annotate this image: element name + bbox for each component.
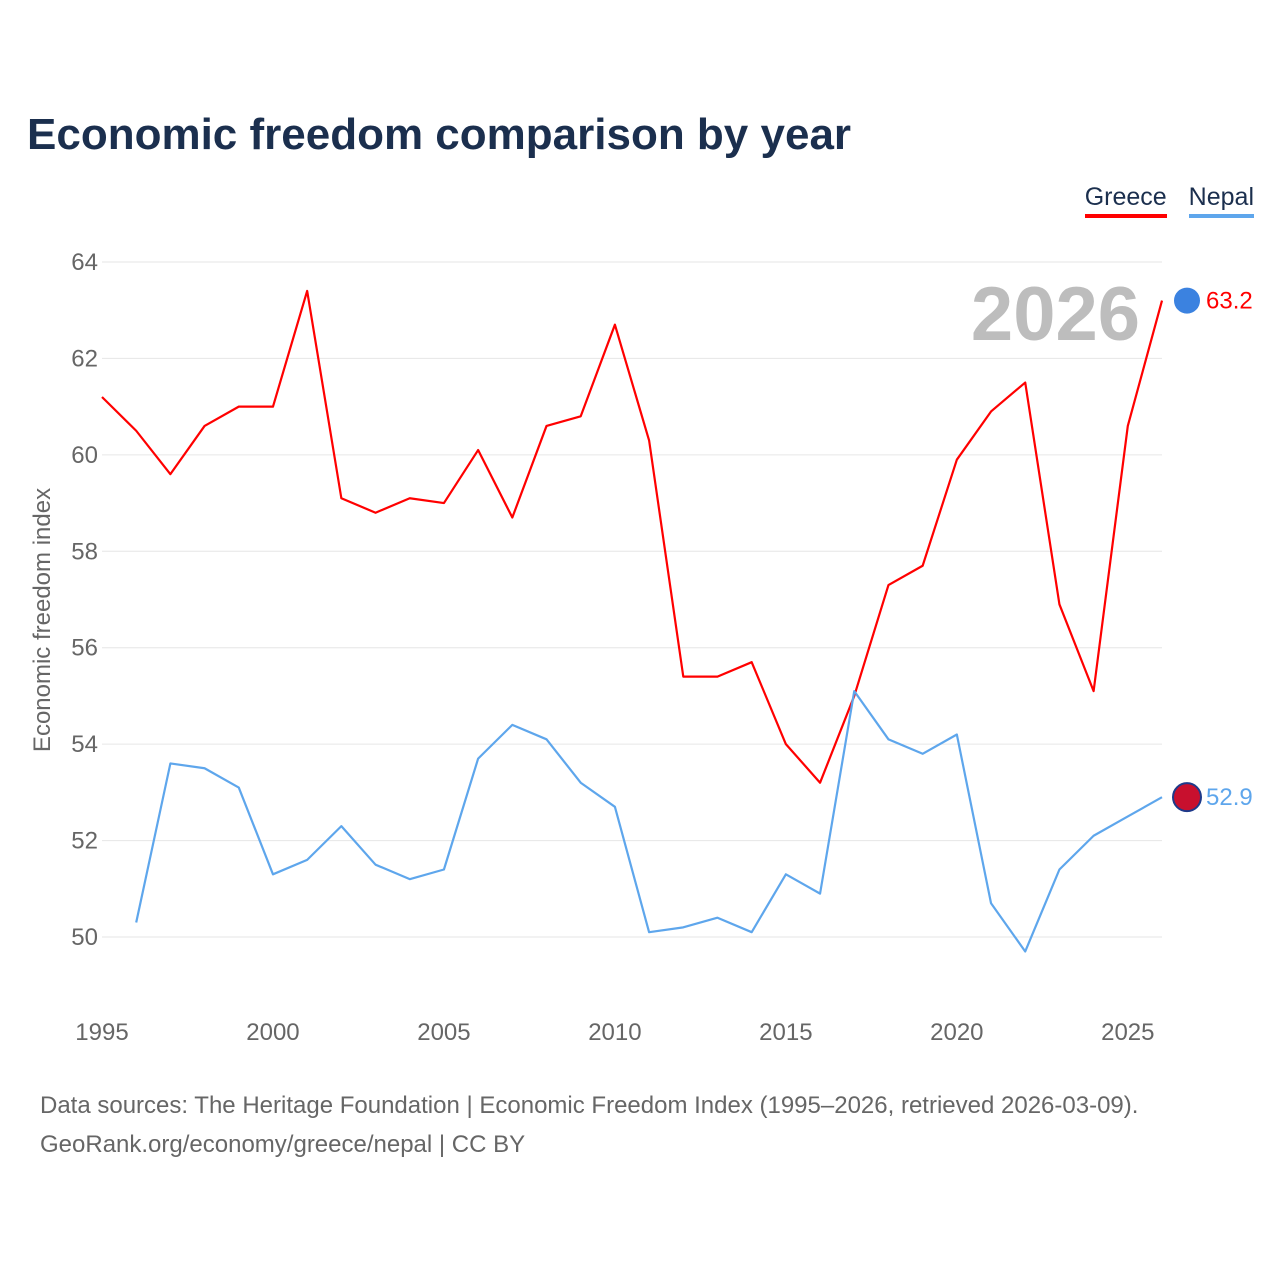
x-tick-label: 2025 xyxy=(1101,1019,1154,1046)
y-tick-label: 64 xyxy=(71,249,98,276)
source-line-2[interactable]: GeoRank.org/economy/greece/nepal | CC BY xyxy=(40,1131,526,1158)
series-line-nepal xyxy=(135,690,1163,953)
end-value-label: 63.2 xyxy=(1206,288,1253,315)
x-tick-label: 2020 xyxy=(930,1019,983,1046)
y-tick-label: 52 xyxy=(71,828,98,855)
legend-item-greece[interactable]: Greece xyxy=(1084,183,1167,218)
x-tick-label: 2010 xyxy=(588,1019,641,1046)
end-value-label: 52.9 xyxy=(1206,784,1253,811)
greece-flag-icon xyxy=(1172,285,1202,316)
x-tick-label: 2000 xyxy=(246,1019,299,1046)
y-axis-label: Economic freedom index xyxy=(29,488,56,752)
y-tick-label: 50 xyxy=(71,924,98,951)
source-note: Data sources: The Heritage Foundation | … xyxy=(40,1086,1138,1164)
y-tick-label: 54 xyxy=(71,731,98,758)
x-tick-label: 1995 xyxy=(75,1019,128,1046)
y-tick-label: 58 xyxy=(71,538,98,565)
y-tick-label: 60 xyxy=(71,442,98,469)
y-tick-label: 62 xyxy=(71,345,98,372)
source-line-1: Data sources: The Heritage Foundation | … xyxy=(40,1092,1139,1119)
legend-item-nepal[interactable]: Nepal xyxy=(1188,183,1254,218)
nepal-flag-icon xyxy=(1172,782,1202,813)
x-tick-label: 2005 xyxy=(417,1019,470,1046)
x-tick-label: 2015 xyxy=(759,1019,812,1046)
y-tick-label: 56 xyxy=(71,635,98,662)
series-line-greece xyxy=(101,289,1164,784)
chart-title: Economic freedom comparison by year xyxy=(27,110,852,159)
legend: Greece Nepal xyxy=(1084,183,1254,218)
year-watermark: 2026 xyxy=(971,272,1140,357)
